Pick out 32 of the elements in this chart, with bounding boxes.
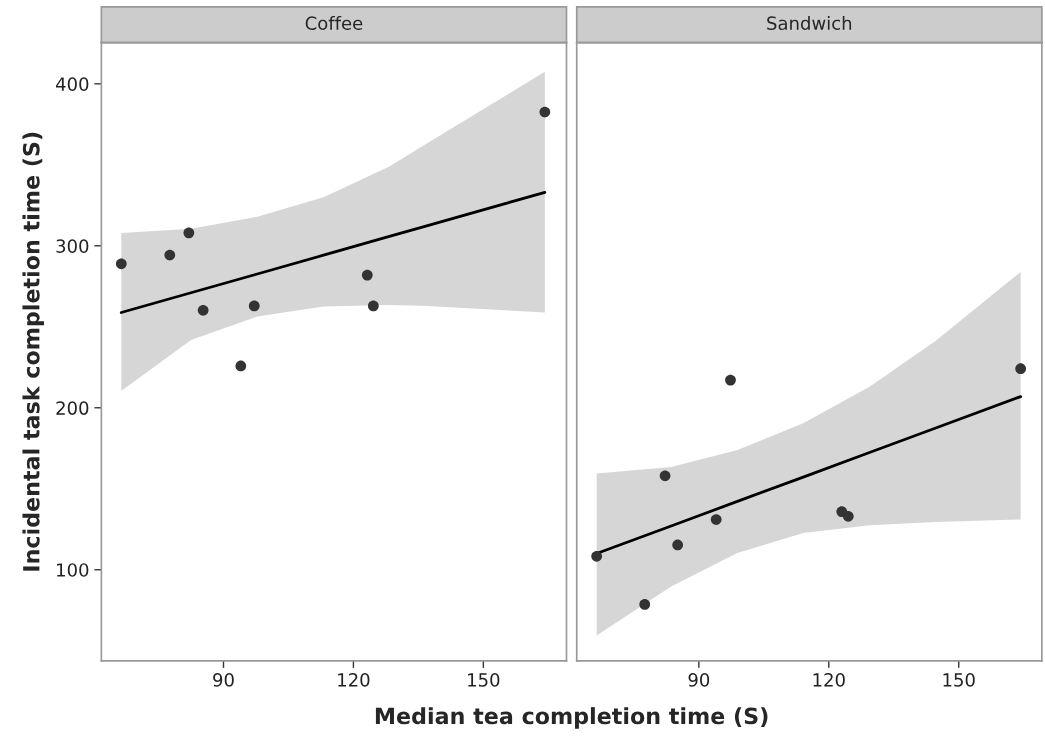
point — [842, 510, 854, 522]
x-tick-label: 120 — [338, 673, 370, 687]
point — [1015, 363, 1027, 375]
point — [367, 300, 379, 312]
point — [725, 374, 736, 386]
x-tick-label: 120 — [813, 673, 845, 687]
x-tick-label: 150 — [943, 673, 975, 687]
point — [115, 258, 127, 270]
chart-title: Sandwich — [767, 16, 852, 30]
point — [183, 227, 195, 239]
point — [361, 269, 373, 281]
x-tick-label: 90 — [213, 673, 234, 687]
y-tick-label: 100 — [57, 563, 89, 577]
y-tick-label: 400 — [55, 77, 89, 91]
point — [164, 249, 176, 261]
point — [639, 599, 651, 610]
line-series — [119, 190, 547, 314]
point — [197, 304, 209, 316]
point — [591, 550, 603, 562]
point — [248, 300, 260, 312]
x-tick-label: 90 — [688, 673, 710, 687]
x-axis-title: Median tea completion time (S) — [375, 707, 768, 729]
y-tick-label: 300 — [56, 239, 89, 253]
y-axis-title: Incidental task completion time (S) — [22, 132, 44, 571]
x-tick-label: 150 — [468, 673, 500, 687]
y-tick-label: 200 — [56, 401, 89, 415]
point — [235, 360, 247, 372]
point — [710, 514, 722, 525]
point — [539, 106, 551, 118]
chart-title: Coffee — [305, 16, 363, 30]
point — [672, 539, 684, 551]
point — [659, 470, 671, 482]
